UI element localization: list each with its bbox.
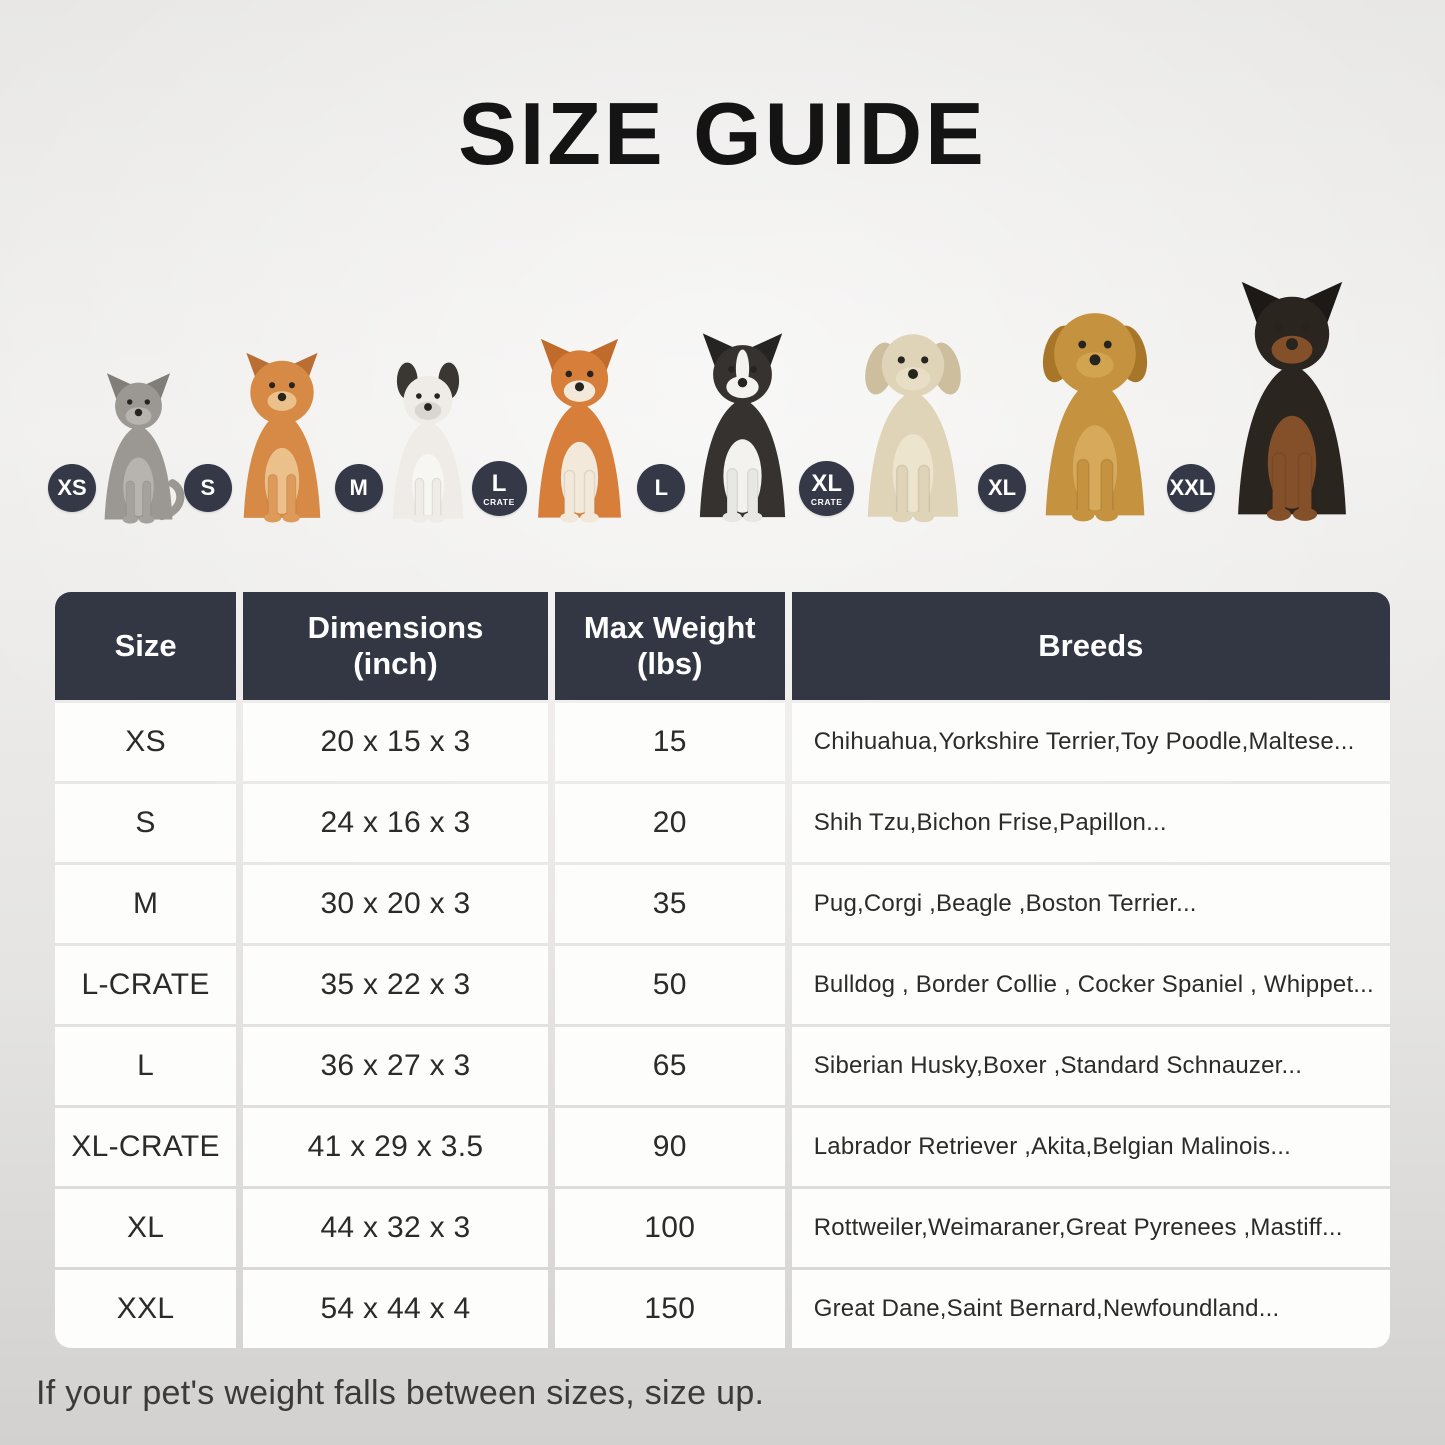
cell-size: S xyxy=(55,784,237,863)
cell-max-weight: 100 xyxy=(554,1189,785,1268)
cell-breeds: Rottweiler,Weimaraner,Great Pyrenees ,Ma… xyxy=(791,1189,1390,1268)
pet-doberman: XXL xyxy=(1166,270,1385,528)
size-badge-label: S xyxy=(200,475,216,501)
shiba-inu-icon xyxy=(537,339,621,524)
size-badge-label: M xyxy=(349,475,368,501)
cell-breeds: Shih Tzu,Bichon Frise,Papillon... xyxy=(791,784,1390,863)
cell-dimensions: 54 x 44 x 4 xyxy=(243,1270,548,1349)
size-guide-table: Size Dimensions (inch) Max Weight (lbs) … xyxy=(55,592,1390,1349)
cell-size: M xyxy=(55,865,237,944)
cell-dimensions: 35 x 22 x 3 xyxy=(243,946,548,1025)
size-badge-label: XS xyxy=(57,475,87,501)
cell-max-weight: 65 xyxy=(554,1027,785,1106)
cell-breeds: Great Dane,Saint Bernard,Newfoundland... xyxy=(791,1270,1390,1349)
header-sublabel: (inch) xyxy=(353,646,438,682)
cat-icon xyxy=(104,373,185,525)
size-badge-label: XXL xyxy=(1169,475,1213,501)
golden-retriever-icon xyxy=(1042,313,1148,522)
header-sublabel: (lbs) xyxy=(637,646,703,682)
col-header-dimensions: Dimensions (inch) xyxy=(243,592,548,701)
size-badge-label: L xyxy=(654,475,669,501)
cell-dimensions: 44 x 32 x 3 xyxy=(243,1189,548,1268)
cell-size: XXL xyxy=(55,1270,237,1349)
size-badge-label: XL xyxy=(811,469,843,497)
labrador-icon xyxy=(865,334,962,523)
cell-size: XL xyxy=(55,1189,237,1268)
col-header-size: Size xyxy=(55,592,237,701)
doberman-icon xyxy=(1237,282,1346,522)
pet-cat: XS xyxy=(48,366,197,528)
size-badge-french-bulldog: M xyxy=(334,464,383,513)
pet-labrador: XL CRATE xyxy=(799,312,991,528)
cell-size: L-CRATE xyxy=(55,946,237,1025)
size-badge-sublabel: CRATE xyxy=(810,496,843,507)
pet-size-illustrations: XS S M L CRATE L XL CRATE XL XXL xyxy=(0,246,1445,528)
size-badge-sublabel: CRATE xyxy=(483,496,515,507)
cell-dimensions: 41 x 29 x 3.5 xyxy=(243,1108,548,1187)
size-badge-shiba-inu: L CRATE xyxy=(471,461,527,517)
cell-max-weight: 150 xyxy=(554,1270,785,1349)
header-label: Breeds xyxy=(1038,628,1144,664)
size-badge-doberman: XXL xyxy=(1166,464,1215,513)
cell-breeds: Pug,Corgi ,Beagle ,Boston Terrier... xyxy=(791,865,1390,944)
cell-dimensions: 36 x 27 x 3 xyxy=(243,1027,548,1106)
col-header-max-weight: Max Weight (lbs) xyxy=(554,592,785,701)
header-label: Dimensions xyxy=(307,610,484,646)
cell-max-weight: 15 xyxy=(554,703,785,782)
cell-size: XS xyxy=(55,703,237,782)
size-badge-border-collie: L xyxy=(637,464,686,513)
cell-dimensions: 30 x 20 x 3 xyxy=(243,865,548,944)
pet-golden-retriever: XL xyxy=(978,292,1180,528)
french-bulldog-icon xyxy=(392,362,464,524)
pet-pomeranian: S xyxy=(183,344,348,528)
cell-max-weight: 90 xyxy=(554,1108,785,1187)
cell-breeds: Siberian Husky,Boxer ,Standard Schnauzer… xyxy=(791,1027,1390,1106)
cell-size: XL-CRATE xyxy=(55,1108,237,1187)
cell-max-weight: 20 xyxy=(554,784,785,863)
cell-max-weight: 35 xyxy=(554,865,785,944)
size-badge-labrador: XL CRATE xyxy=(799,461,855,517)
cell-dimensions: 24 x 16 x 3 xyxy=(243,784,548,863)
pomeranian-icon xyxy=(243,353,321,523)
size-badge-label: L xyxy=(491,469,507,497)
cell-size: L xyxy=(55,1027,237,1106)
page-title: SIZE GUIDE xyxy=(458,84,987,183)
header-label: Size xyxy=(114,628,177,664)
header-label: Max Weight xyxy=(583,610,756,646)
col-header-breeds: Breeds xyxy=(791,592,1390,701)
cell-breeds: Labrador Retriever ,Akita,Belgian Malino… xyxy=(791,1108,1390,1187)
cell-breeds: Bulldog , Border Collie , Cocker Spaniel… xyxy=(791,946,1390,1025)
size-badge-cat: XS xyxy=(48,464,96,513)
size-badge-label: XL xyxy=(988,475,1017,501)
pet-french-bulldog: M xyxy=(334,358,489,528)
cell-dimensions: 20 x 15 x 3 xyxy=(243,703,548,782)
size-badge-pomeranian: S xyxy=(183,464,232,513)
sizing-advice-note: If your pet's weight falls between sizes… xyxy=(36,1374,765,1413)
cell-max-weight: 50 xyxy=(554,946,785,1025)
pet-shiba-inu: L CRATE xyxy=(471,330,651,528)
cell-breeds: Chihuahua,Yorkshire Terrier,Toy Poodle,M… xyxy=(791,703,1390,782)
pet-border-collie: L xyxy=(637,324,816,528)
size-badge-golden-retriever: XL xyxy=(978,464,1027,513)
border-collie-icon xyxy=(700,333,786,523)
